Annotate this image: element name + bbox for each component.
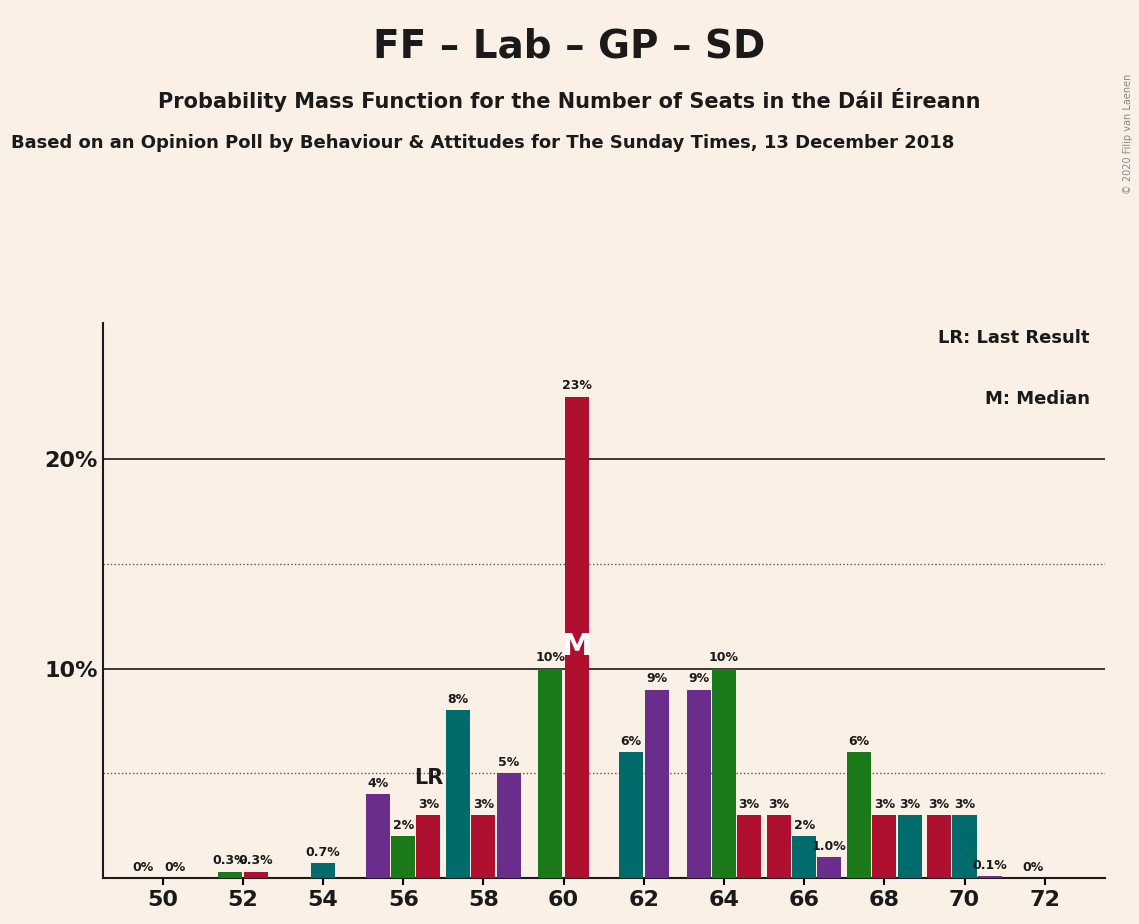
Text: 0.7%: 0.7%	[305, 846, 341, 859]
Bar	[244, 871, 268, 878]
Text: 10%: 10%	[708, 651, 739, 664]
Bar	[792, 836, 817, 878]
Text: 0.1%: 0.1%	[973, 858, 1007, 871]
Text: 0%: 0%	[1022, 860, 1043, 873]
Text: 3%: 3%	[473, 797, 494, 811]
Text: 4%: 4%	[367, 777, 388, 790]
Text: 3%: 3%	[874, 797, 895, 811]
Bar	[977, 876, 1002, 878]
Text: 8%: 8%	[448, 693, 468, 706]
Bar	[539, 669, 563, 878]
Text: 2%: 2%	[393, 819, 413, 832]
Bar	[927, 815, 951, 878]
Text: 0.3%: 0.3%	[239, 855, 273, 868]
Text: 9%: 9%	[688, 673, 710, 686]
Text: FF – Lab – GP – SD: FF – Lab – GP – SD	[374, 28, 765, 66]
Bar	[712, 669, 736, 878]
Bar	[767, 815, 790, 878]
Bar	[872, 815, 896, 878]
Text: 2%: 2%	[794, 819, 814, 832]
Text: 6%: 6%	[849, 736, 869, 748]
Text: 3%: 3%	[928, 797, 950, 811]
Bar	[818, 857, 842, 878]
Bar	[497, 773, 521, 878]
Bar	[687, 689, 711, 878]
Text: M: Median: M: Median	[985, 390, 1090, 407]
Bar	[645, 689, 669, 878]
Text: 0%: 0%	[132, 860, 154, 873]
Text: 0%: 0%	[164, 860, 186, 873]
Bar	[366, 794, 390, 878]
Bar	[737, 815, 761, 878]
Text: 10%: 10%	[535, 651, 565, 664]
Bar	[311, 863, 335, 878]
Text: 5%: 5%	[498, 756, 519, 769]
Text: 1.0%: 1.0%	[812, 840, 846, 853]
Text: 3%: 3%	[418, 797, 439, 811]
Text: 9%: 9%	[647, 673, 667, 686]
Text: 3%: 3%	[899, 797, 920, 811]
Bar	[446, 711, 470, 878]
Text: 6%: 6%	[620, 736, 641, 748]
Bar	[417, 815, 441, 878]
Bar	[847, 752, 871, 878]
Bar	[391, 836, 416, 878]
Text: LR: LR	[415, 768, 443, 788]
Bar	[565, 396, 589, 878]
Text: 3%: 3%	[769, 797, 789, 811]
Text: LR: Last Result: LR: Last Result	[939, 329, 1090, 346]
Text: Based on an Opinion Poll by Behaviour & Attitudes for The Sunday Times, 13 Decem: Based on an Opinion Poll by Behaviour & …	[11, 134, 954, 152]
Bar	[472, 815, 495, 878]
Bar	[898, 815, 921, 878]
Text: M: M	[562, 632, 592, 662]
Text: Probability Mass Function for the Number of Seats in the Dáil Éireann: Probability Mass Function for the Number…	[158, 88, 981, 112]
Text: 3%: 3%	[954, 797, 975, 811]
Text: © 2020 Filip van Laenen: © 2020 Filip van Laenen	[1123, 74, 1133, 194]
Text: 0.3%: 0.3%	[212, 855, 247, 868]
Bar	[952, 815, 976, 878]
Text: 3%: 3%	[739, 797, 760, 811]
Bar	[618, 752, 642, 878]
Bar	[218, 871, 241, 878]
Text: 23%: 23%	[562, 380, 592, 393]
